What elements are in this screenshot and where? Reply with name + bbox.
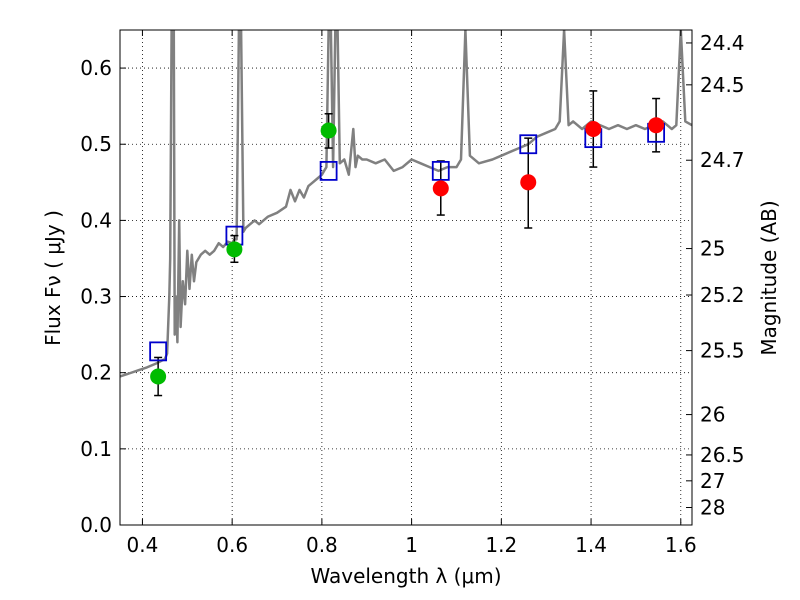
y-tick-label: 0.6 bbox=[80, 56, 112, 80]
magnitude-tick-label: 25 bbox=[700, 237, 725, 261]
y-tick-label: 0.5 bbox=[80, 132, 112, 156]
observed-flux-point bbox=[585, 121, 602, 137]
axis-ticks bbox=[120, 30, 692, 526]
grid bbox=[120, 30, 692, 526]
x-tick-label: 1.2 bbox=[485, 533, 517, 557]
x-tick-label: 1 bbox=[405, 533, 418, 557]
observed-flux-point bbox=[432, 180, 449, 197]
model-photometry-point bbox=[149, 341, 168, 362]
x-tick-label: 0.6 bbox=[216, 533, 248, 557]
y-tick-label: 0.2 bbox=[80, 361, 112, 385]
magnitude-tick-label: 24.4 bbox=[700, 31, 745, 55]
x-tick-label: 0.8 bbox=[306, 533, 338, 557]
magnitude-tick-label: 26 bbox=[700, 403, 725, 427]
y-tick-label: 0.3 bbox=[80, 285, 112, 309]
model-spectrum bbox=[120, 30, 692, 378]
x-axis-title: Wavelength λ (μm) bbox=[310, 564, 501, 588]
model-photometry-point bbox=[519, 134, 538, 155]
y-tick-label: 0.1 bbox=[80, 437, 112, 461]
magnitude-tick-label: 27 bbox=[700, 469, 725, 493]
magnitude-tick-label: 26.5 bbox=[700, 443, 745, 467]
magnitude-tick-label: 25.5 bbox=[700, 339, 745, 363]
y-axis-title: Flux Fν ( μJy ) bbox=[41, 210, 65, 346]
model-photometry-point bbox=[431, 160, 450, 181]
magnitude-tick-label: 28 bbox=[700, 495, 725, 519]
data-markers bbox=[149, 117, 666, 385]
y-tick-label: 0.0 bbox=[80, 513, 112, 537]
model-photometry-point bbox=[319, 160, 338, 181]
spectrum-line bbox=[120, 30, 692, 378]
observed-flux-point bbox=[520, 174, 537, 191]
observed-flux-point bbox=[150, 368, 167, 385]
observed-flux-point bbox=[320, 122, 337, 139]
observed-flux-point bbox=[648, 117, 665, 134]
magnitude-tick-label: 24.5 bbox=[700, 73, 745, 97]
magnitude-tick-label: 25.2 bbox=[700, 283, 745, 307]
y2-axis-title: Magnitude (AB) bbox=[757, 200, 781, 355]
x-tick-label: 1.6 bbox=[665, 533, 697, 557]
observed-flux-point bbox=[226, 241, 243, 258]
y-tick-label: 0.4 bbox=[80, 208, 112, 232]
x-tick-label: 1.4 bbox=[575, 533, 607, 557]
plot-frame bbox=[119, 29, 693, 526]
magnitude-tick-label: 24.7 bbox=[700, 148, 745, 172]
x-tick-label: 0.4 bbox=[127, 533, 159, 557]
tick-labels: 0.4 0.6 0.8 1 1.2 1.4 1.6 0.0 0.1 0.2 0.3 0.4 0.5 0.6… bbox=[80, 31, 744, 557]
